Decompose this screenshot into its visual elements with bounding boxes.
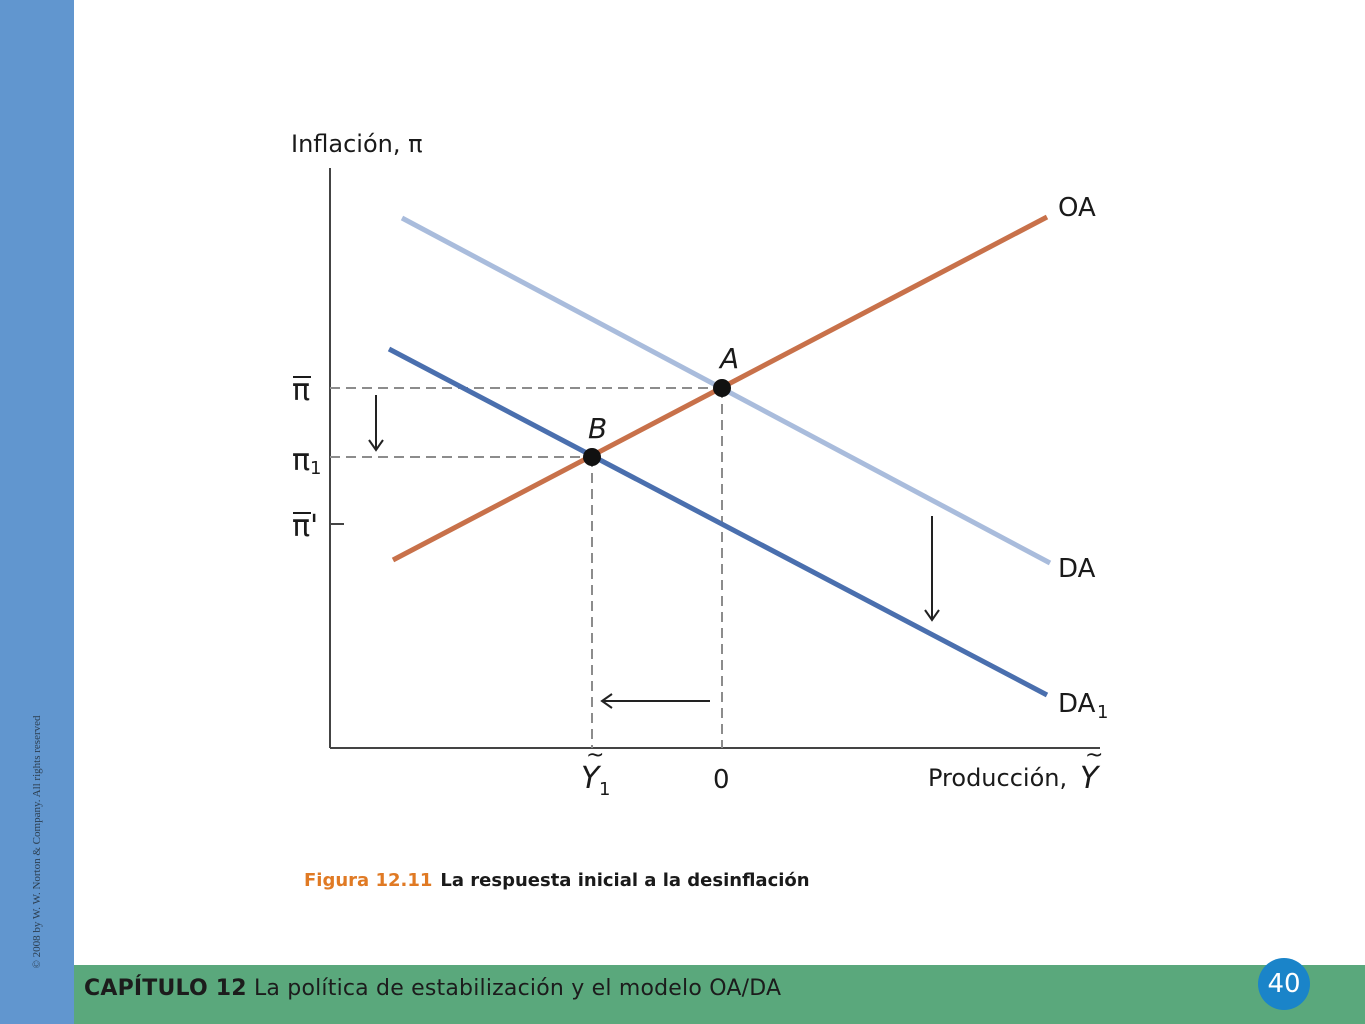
tick-pi-1-sub: 1 bbox=[310, 458, 321, 479]
da1-label: DA bbox=[1058, 689, 1096, 719]
oa-label: OA bbox=[1058, 193, 1096, 223]
x-axis-symbol: Y bbox=[1080, 761, 1101, 796]
figure-caption: Figura 12.11 La respuesta inicial a la de… bbox=[304, 870, 810, 891]
tick-pi-prime: π' bbox=[292, 509, 318, 544]
chapter-footer-bar bbox=[74, 965, 1365, 1024]
point-a-label: A bbox=[718, 342, 739, 375]
chapter-number: CAPÍTULO 12 bbox=[84, 976, 247, 1001]
point-b-label: B bbox=[588, 412, 607, 445]
tick-pi-1: π bbox=[292, 443, 310, 478]
tick-y1: Y bbox=[581, 761, 602, 796]
tick-pi-bar: π bbox=[292, 373, 310, 408]
arrow-down-right bbox=[924, 516, 940, 622]
tick-y1-tilde: ~ bbox=[586, 743, 604, 768]
arrow-left bbox=[600, 693, 710, 709]
da1-label-sub: 1 bbox=[1097, 702, 1108, 723]
desinflation-diagram: Inflación, π Producción, Y ~ π π 1 π' Y … bbox=[291, 130, 1108, 800]
tick-y1-sub: 1 bbox=[599, 779, 610, 800]
chapter-title: La política de estabilización y el model… bbox=[253, 976, 782, 1001]
da1-curve bbox=[387, 346, 1049, 698]
figure-title: La respuesta inicial a la desinflación bbox=[440, 870, 810, 891]
point-b bbox=[583, 448, 601, 466]
da-label: DA bbox=[1058, 554, 1096, 584]
figure-number: Figura 12.11 bbox=[304, 870, 433, 891]
tick-zero: 0 bbox=[713, 765, 730, 795]
left-sidebar-bar bbox=[0, 0, 74, 1024]
y-axis-label: Inflación, π bbox=[291, 130, 423, 158]
page-number-badge: 40 bbox=[1258, 958, 1310, 1010]
chapter-heading: CAPÍTULO 12 La política de estabilizació… bbox=[84, 976, 781, 1001]
dashed-guides bbox=[330, 387, 723, 748]
arrow-down-left bbox=[368, 395, 384, 452]
x-axis-symbol-tilde: ~ bbox=[1085, 743, 1103, 768]
x-axis-label: Producción, bbox=[928, 764, 1067, 792]
point-a bbox=[713, 379, 731, 397]
